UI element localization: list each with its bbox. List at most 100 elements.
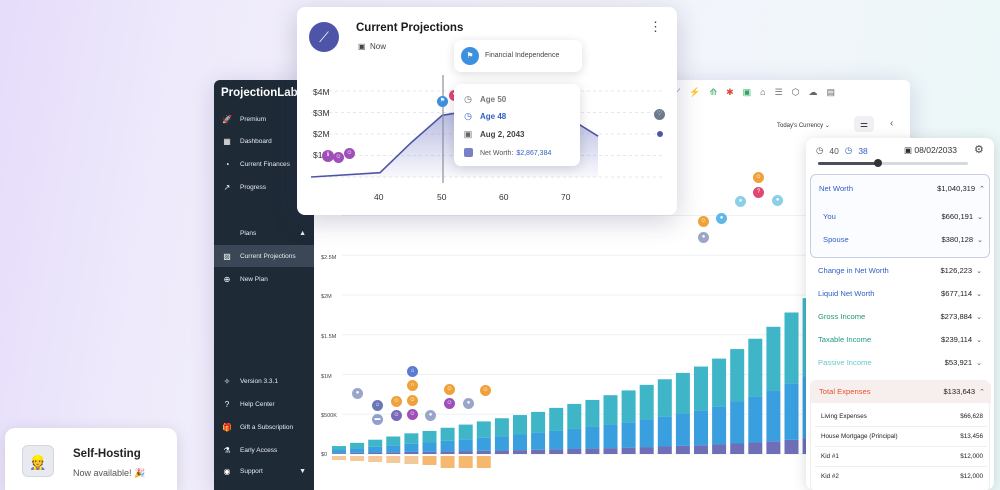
kid-icon[interactable]: ☺ [407,395,418,406]
brand-logo[interactable]: ProjectionLab [221,87,298,99]
kid-icon[interactable]: ☺ [333,152,344,163]
currency-select[interactable]: Today's Currency ⌄ [777,123,830,129]
milestone-icon[interactable]: ● [735,196,746,207]
house-icon[interactable]: ⌂ [372,400,383,411]
kid-icon[interactable]: ☺ [444,384,455,395]
age-secondary: 38 [858,145,868,156]
net-worth-row[interactable]: Net Worth $1,040,319 ⌃ [819,184,985,193]
bar-segment [549,449,564,454]
kid-icon[interactable]: ☺ [480,385,491,396]
cash-icon[interactable]: ▣ [742,87,752,97]
y-tick: $1M [321,374,332,380]
milestone-chip[interactable]: ⚑ Financial Independence [454,40,582,72]
list-icon[interactable]: ☰ [774,87,783,97]
year-slider-track[interactable] [818,162,968,165]
bar-segment [603,424,618,449]
milestone-icon[interactable]: ● [463,398,474,409]
milestone-icon[interactable]: ● [425,410,436,421]
milestone-icon[interactable]: ℹ [322,150,334,162]
you-row[interactable]: You $660,191 ⌄ [823,212,983,221]
milestone-icon[interactable]: ● [716,213,727,224]
stat-label: Liquid Net Worth [818,289,875,298]
sidebar-item-gift[interactable]: 🎁 Gift a Subscription [214,416,314,438]
income-icon[interactable]: ⚡ [689,87,701,97]
bar-segment [386,436,401,446]
collapse-chevron-icon[interactable]: ‹ [890,118,894,129]
sidebar-item-early-access[interactable]: ⚗ Early Access [214,439,314,461]
kid-icon[interactable]: ☺ [698,216,709,227]
expense-row[interactable]: Living Expenses $66,628 [821,413,983,420]
chart-tooltip: ◷ Age 50 ◷ Age 48 ▣ Aug 2, 2043 Net Wort… [454,84,580,166]
clock-icon: ◷ [816,145,824,155]
milestone-icon[interactable]: ● [698,232,709,243]
milestone-icon[interactable]: ● [772,195,783,206]
invest-icon[interactable]: ⟰ [709,87,718,97]
expense-row[interactable]: House Mortgage (Principal) $13,456 [821,433,983,440]
bar-segment [404,443,419,452]
stat-row[interactable]: Change in Net Worth $126,223 ⌄ [818,266,982,275]
growth-icon[interactable]: ⟋ [674,87,681,97]
bar-segment [675,372,690,414]
total-expenses-row[interactable]: Total Expenses $133,643 ⌃ [819,387,985,396]
baby-icon[interactable]: ☺ [391,410,402,421]
sidebar-item-version[interactable]: ✧ Version 3.3.1 [214,370,314,392]
sidebar-item-support[interactable]: ◉ Support ▼ [214,460,314,482]
flag-icon[interactable]: ⚑ [437,96,448,107]
sidebar-item-help-center[interactable]: ? Help Center [214,393,314,415]
y-tick: $500K [321,413,337,419]
bar-segment [730,443,745,454]
year-slider-handle[interactable] [874,159,882,167]
bar-segment [567,428,582,449]
expense-label: Kid #2 [821,473,839,480]
date-display[interactable]: ▣ 08/02/2033 [904,145,957,156]
headphones-icon[interactable]: ∩ [407,380,418,391]
expense-row[interactable]: Kid #2 $12,000 [821,473,983,480]
sidebar-item-current-finances[interactable]: ◔ Current Finances [214,153,314,175]
bank-icon[interactable]: ⌂ [407,366,418,377]
tooltip-net-worth: Net Worth: $2,867,384 [462,148,551,159]
bar-segment [730,349,745,402]
bar-segment [748,396,763,443]
kid-icon[interactable]: ☺ [444,398,455,409]
sidebar-item-new-plan[interactable]: ⊕ New Plan [214,268,314,290]
baby-icon[interactable]: ☺ [391,396,402,407]
sidebar-item-premium[interactable]: 🚀 Premium [214,108,314,130]
sidebar-item-dashboard[interactable]: ▦ Dashboard [214,130,314,152]
help-icon[interactable]: ? [753,187,764,198]
bank-icon[interactable]: ⌂ [760,87,766,97]
expense-row[interactable]: Kid #1 $12,000 [821,453,983,460]
more-vert-icon[interactable]: ⋮ [649,19,662,34]
kid-icon[interactable]: ☺ [344,148,355,159]
heart-icon[interactable]: ♡ [654,109,665,120]
image-icon[interactable]: ▤ [826,87,836,97]
bar-segment [332,446,346,451]
milestone-icon[interactable]: ● [352,388,363,399]
plans-header[interactable]: Plans ▲ [214,222,314,244]
tune-button[interactable]: ⚌ [854,116,874,132]
car-icon[interactable]: ▬ [372,414,383,425]
bar-segment [621,447,636,454]
chevron-down-icon: ▼ [299,467,306,475]
cube-icon[interactable]: ⬡ [791,87,800,97]
age-display: ◷ 40 ◷ 38 [816,145,868,156]
cloud-off-icon[interactable]: ☁ [808,87,818,97]
sidebar-item-current-projections[interactable]: ▨ Current Projections [214,245,314,267]
bar-segment [458,451,473,454]
bar-segment [766,441,781,454]
stat-row[interactable]: Passive Income $53,921 ⌄ [818,358,982,367]
kid-icon[interactable]: ☺ [753,172,764,183]
expense-icon[interactable]: ✱ [726,87,734,97]
sidebar-item-progress[interactable]: ↗ Progress [214,176,314,198]
stat-row[interactable]: Gross Income $273,884 ⌄ [818,312,982,321]
self-hosting-card[interactable]: 👷 Self-Hosting Now available! 🎉 [5,428,177,490]
net-worth-value: $1,040,319 [937,184,976,193]
calendar-icon: ▣ [904,145,913,155]
spouse-row[interactable]: Spouse $380,128 ⌄ [823,235,983,244]
stat-row[interactable]: Taxable Income $239,114 ⌄ [818,335,982,344]
gear-icon[interactable]: ⚙ [974,144,984,156]
bar-segment [350,442,365,449]
bar-segment [332,450,346,454]
kid-icon[interactable]: ☺ [407,409,418,420]
bar-segment [657,446,672,454]
stat-row[interactable]: Liquid Net Worth $677,114 ⌄ [818,289,982,298]
